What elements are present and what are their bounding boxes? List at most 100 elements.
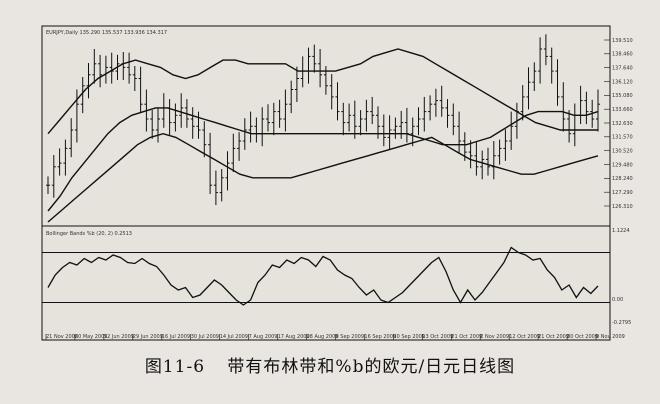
price-bar bbox=[208, 132, 213, 194]
price-bar bbox=[283, 89, 288, 132]
price-axis-ticks: 139.510 138.460 137.640 136.120 135.080 133.6… bbox=[604, 38, 633, 210]
x-axis-tick-label: 29 Jun 2009 bbox=[133, 334, 163, 340]
x-axis-tick-label: 14 Jul 2009 bbox=[220, 334, 248, 340]
price-axis-tick-label: 128.240 bbox=[612, 176, 633, 182]
price-bar bbox=[156, 107, 160, 143]
percent-b-line bbox=[47, 246, 599, 306]
price-bar bbox=[526, 67, 531, 110]
indicator-axis-tick-label: 1.1224 bbox=[612, 228, 630, 234]
price-bar bbox=[63, 139, 68, 176]
x-axis-tick-label: 21 Oct 2009 bbox=[538, 334, 569, 340]
price-axis-tick-label: 130.520 bbox=[612, 149, 633, 155]
price-bar bbox=[132, 66, 137, 91]
price-bar bbox=[457, 111, 462, 154]
price-axis-tick-label: 132.630 bbox=[612, 121, 633, 127]
price-axis-tick-label: 139.510 bbox=[612, 38, 633, 44]
price-bar bbox=[109, 52, 114, 84]
price-bar bbox=[51, 155, 56, 198]
x-axis-tick-label: 8 Sep 2009 bbox=[336, 334, 365, 340]
price-bar bbox=[387, 115, 392, 150]
indicator-axis-tick-label: -0.2795 bbox=[612, 320, 631, 326]
price-bar bbox=[318, 49, 323, 88]
price-bar bbox=[503, 129, 508, 161]
price-bar bbox=[433, 88, 438, 117]
x-axis-tick-label: 21 Nov 2008 bbox=[46, 334, 78, 340]
price-bar bbox=[480, 150, 485, 180]
price-bar bbox=[213, 170, 218, 206]
price-bar bbox=[329, 74, 334, 110]
price-bar bbox=[422, 96, 427, 132]
price-axis-tick-label: 126.310 bbox=[612, 204, 633, 210]
price-bar bbox=[74, 89, 79, 143]
x-axis-tick-label: 12 Jun 2009 bbox=[104, 334, 134, 340]
x-axis-tick-label: 12 Oct 2009 bbox=[509, 334, 540, 340]
price-panel: EURJPY,Daily 135.290 135.537 133.936 134… bbox=[42, 30, 633, 227]
price-bar bbox=[196, 111, 201, 139]
price-bar bbox=[497, 139, 502, 165]
price-bar bbox=[416, 107, 421, 136]
lower-bollinger-band bbox=[47, 132, 599, 223]
middle-bollinger-band bbox=[47, 107, 599, 212]
figure-title: 带有布林带和%b的欧元/日元日线图 bbox=[227, 357, 516, 377]
figure-caption: 图11-6 带有布林带和%b的欧元/日元日线图 bbox=[0, 352, 660, 377]
indicator-panel-title: Bollinger Bands %b (20, 2) 0.2513 bbox=[46, 231, 132, 237]
price-bar bbox=[219, 169, 224, 202]
price-bar bbox=[46, 176, 50, 194]
price-axis-tick-label: 131.570 bbox=[612, 135, 633, 141]
price-axis-tick-label: 138.460 bbox=[612, 52, 633, 58]
indicator-panel: Bollinger Bands %b (20, 2) 0.2513 1.1224… bbox=[42, 228, 631, 326]
x-axis-tick-label: 9 Nov 2009 bbox=[596, 334, 625, 340]
price-bar bbox=[335, 82, 340, 121]
price-bar bbox=[271, 102, 276, 136]
x-axis-tick-label: 7 Aug 2009 bbox=[249, 334, 278, 340]
price-bar bbox=[549, 47, 554, 84]
indicator-axis-ticks: 1.1224 0.00 -0.2795 bbox=[612, 228, 631, 326]
price-bar bbox=[486, 147, 490, 176]
price-bar bbox=[231, 133, 236, 172]
price-bar bbox=[543, 34, 548, 66]
price-axis-tick-label: 137.640 bbox=[612, 66, 633, 72]
price-bar bbox=[474, 141, 479, 176]
indicator-axis-tick-label: 0.00 bbox=[612, 297, 623, 303]
price-bar bbox=[237, 132, 242, 161]
price-bar bbox=[57, 148, 62, 176]
x-axis-tick-label: 30 Oct 2009 bbox=[567, 334, 598, 340]
price-bar bbox=[445, 99, 450, 128]
price-bar bbox=[381, 114, 386, 147]
upper-bollinger-band bbox=[47, 48, 598, 135]
price-bar bbox=[69, 118, 74, 158]
x-axis-tick-label: 21 Oct 2009 bbox=[451, 334, 482, 340]
x-axis-tick-label: 30 Sep 2009 bbox=[393, 334, 425, 340]
price-bar bbox=[358, 110, 363, 136]
price-panel-title: EURJPY,Daily 135.290 135.537 133.936 134… bbox=[46, 30, 167, 36]
price-bar bbox=[138, 66, 143, 114]
price-bar bbox=[555, 59, 560, 106]
price-bar bbox=[266, 104, 270, 132]
price-bar bbox=[439, 85, 444, 117]
price-bar bbox=[312, 44, 317, 73]
x-axis-tick-label: 2 Nov 2009 bbox=[480, 334, 509, 340]
price-bar bbox=[451, 103, 456, 136]
price-bar bbox=[538, 37, 543, 84]
price-axis-tick-label: 136.120 bbox=[612, 79, 633, 85]
figure-number: 图11-6 bbox=[144, 357, 206, 377]
price-bar bbox=[80, 77, 85, 114]
price-bar bbox=[127, 52, 132, 84]
x-axis-tick-label: 28 Aug 2009 bbox=[307, 334, 339, 340]
price-bar bbox=[393, 117, 398, 139]
price-axis-tick-label: 135.080 bbox=[612, 93, 633, 99]
x-axis-tick-label: 30 Jul 2009 bbox=[191, 334, 219, 340]
price-bar bbox=[294, 66, 299, 102]
x-axis-tick-label: 16 Sep 2009 bbox=[364, 334, 396, 340]
price-bar bbox=[202, 121, 207, 158]
price-bar bbox=[532, 62, 537, 91]
price-bar bbox=[584, 91, 589, 125]
price-bar bbox=[468, 140, 473, 169]
x-axis-tick-label: 13 Oct 2009 bbox=[422, 334, 453, 340]
price-bar bbox=[173, 103, 178, 132]
price-bar bbox=[86, 63, 91, 99]
price-bar bbox=[509, 111, 514, 150]
price-bar bbox=[98, 54, 103, 88]
bollinger-chart: EURJPY,Daily 135.290 135.537 133.936 134… bbox=[41, 25, 633, 341]
price-bar bbox=[190, 107, 195, 139]
